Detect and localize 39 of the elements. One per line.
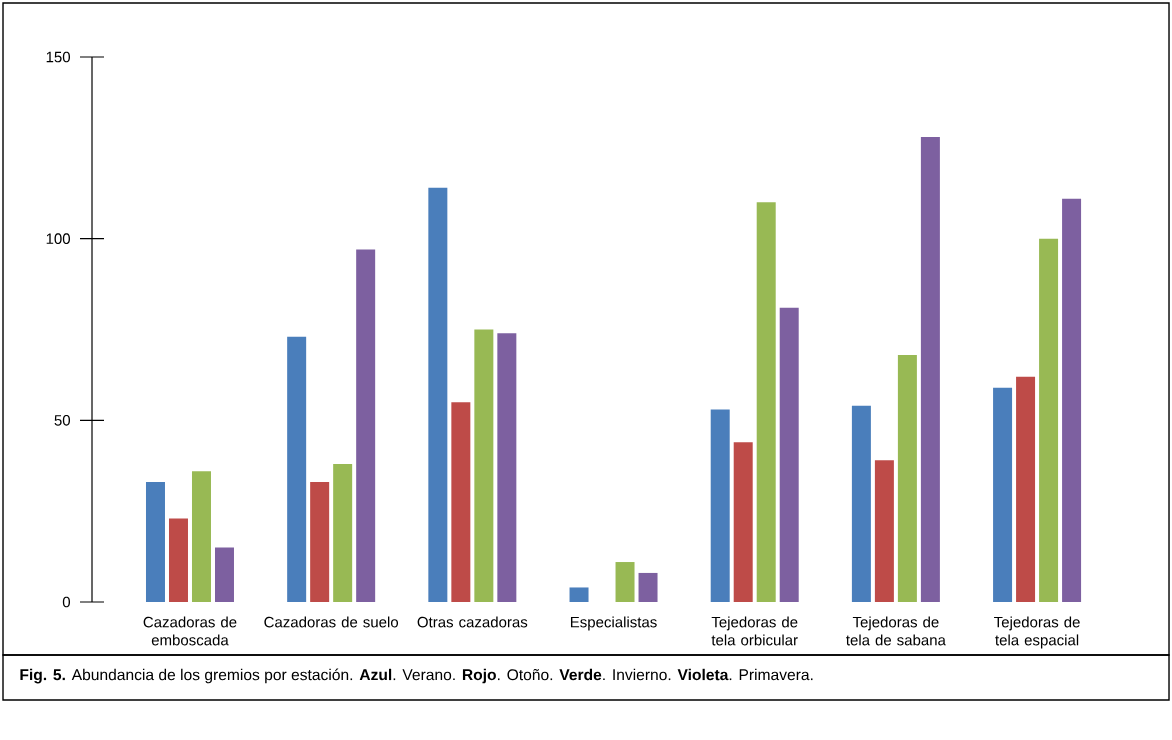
bar bbox=[638, 572, 658, 602]
y-tick-label: 0 bbox=[62, 596, 71, 608]
y-tick-label: 100 bbox=[46, 233, 70, 244]
bar bbox=[191, 471, 211, 602]
bar bbox=[428, 187, 448, 602]
x-tick-label: Especialistas bbox=[570, 616, 657, 631]
bar bbox=[287, 336, 307, 602]
x-tick-label: Cazadoras de suelo bbox=[264, 616, 399, 628]
bar bbox=[1016, 376, 1036, 602]
bar bbox=[733, 442, 753, 602]
bar bbox=[451, 402, 471, 602]
bar bbox=[569, 587, 589, 602]
y-tick-label: 150 bbox=[46, 51, 70, 63]
bar bbox=[474, 329, 494, 602]
bar bbox=[168, 518, 188, 602]
bar bbox=[333, 463, 353, 602]
bar bbox=[1039, 238, 1059, 602]
bar bbox=[497, 333, 517, 602]
bar bbox=[615, 562, 635, 602]
bar bbox=[710, 409, 730, 602]
bar bbox=[874, 460, 894, 602]
x-tick-label: Cazadoras de emboscada bbox=[143, 616, 237, 646]
bar bbox=[356, 249, 376, 602]
x-tick-label: Otras cazadoras bbox=[417, 616, 528, 628]
bar bbox=[756, 202, 776, 602]
bar bbox=[993, 387, 1013, 602]
bar bbox=[214, 547, 234, 602]
x-tick-label: Tejedoras de tela de sabana bbox=[846, 616, 946, 646]
bar bbox=[920, 136, 940, 602]
bar bbox=[779, 307, 799, 602]
bar bbox=[1062, 198, 1082, 602]
y-tick-label: 50 bbox=[54, 415, 71, 426]
bar bbox=[897, 354, 917, 602]
bar bbox=[310, 482, 330, 602]
bar bbox=[145, 482, 165, 602]
x-tick-label: Tejedoras de tela orbicular bbox=[711, 616, 798, 646]
bar bbox=[851, 405, 871, 602]
text: Fig. 5. Abundancia de los gremios por estación. Azul. Verano. Rojo. Otoño. Verde. Invierno. Violeta. Primavera. bbox=[20, 668, 813, 684]
x-tick-label: Tejedoras de tela espacial bbox=[994, 616, 1080, 649]
